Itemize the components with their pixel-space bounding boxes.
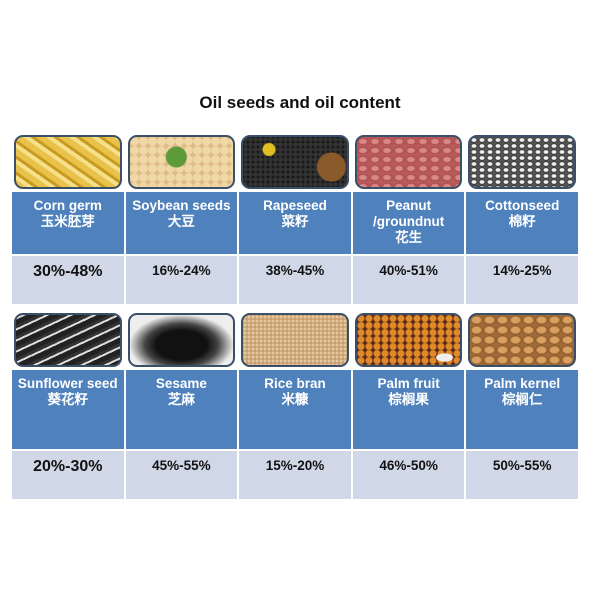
sunflower-seed-photo	[14, 313, 122, 367]
seed-column: Peanut /groundnut 花生 40%-51%	[352, 135, 465, 304]
seed-name-cell: Palm fruit 棕榈果	[352, 370, 465, 449]
seed-column: Palm kernel 棕榈仁 50%-55%	[466, 313, 578, 499]
seed-name-zh: 玉米胚芽	[40, 214, 95, 229]
seed-name-cell: Rapeseed 菜籽	[239, 192, 351, 254]
cottonseed-photo	[468, 135, 576, 189]
seed-column: Rice bran 米糠 15%-20%	[239, 313, 351, 499]
page-title: Oil seeds and oil content	[199, 93, 401, 112]
oil-content-cell: 15%-20%	[239, 451, 351, 499]
oil-content-cell: 30%-48%	[12, 256, 124, 304]
seed-grid-row-2: Sunflower seed 葵花籽 20%-30% Sesame 芝麻 45%…	[12, 313, 578, 499]
seed-name-cell: Sesame 芝麻	[125, 370, 238, 449]
seed-name-en: Palm fruit	[377, 376, 440, 391]
oil-content-cell: 45%-55%	[125, 451, 238, 499]
seed-name-en: Palm kernel	[484, 376, 561, 391]
oil-content-cell: 14%-25%	[466, 256, 578, 304]
seed-name-zh: 葵花籽	[47, 392, 89, 407]
seed-name-zh: 棉籽	[508, 214, 536, 229]
sesame-photo	[127, 313, 236, 367]
seed-column: Soybean seeds 大豆 16%-24%	[125, 135, 238, 304]
seed-name-cell: Cottonseed 棉籽	[466, 192, 578, 254]
seed-name-cell: Palm kernel 棕榈仁	[466, 370, 578, 449]
seed-grid-row-1: Corn germ 玉米胚芽 30%-48% Soybean seeds 大豆 …	[12, 135, 578, 304]
seed-column: Rapeseed 菜籽 38%-45%	[239, 135, 351, 304]
oil-content-cell: 50%-55%	[466, 451, 578, 499]
oil-content-cell: 46%-50%	[352, 451, 465, 499]
seed-name-cell: Peanut /groundnut 花生	[352, 192, 465, 254]
seed-column: Sunflower seed 葵花籽 20%-30%	[12, 313, 124, 499]
rice-bran-photo	[241, 313, 349, 367]
seed-name-cell: Soybean seeds 大豆	[125, 192, 238, 254]
seed-name-cell: Rice bran 米糠	[239, 370, 351, 449]
oil-content-cell: 16%-24%	[125, 256, 238, 304]
seed-name-zh: 芝麻	[167, 392, 195, 407]
corn-germ-photo	[14, 135, 122, 189]
seed-name-en: Sesame	[155, 376, 207, 391]
seed-name-en: Corn germ	[33, 198, 102, 213]
palm-kernel-photo	[468, 313, 576, 367]
seed-column: Corn germ 玉米胚芽 30%-48%	[12, 135, 124, 304]
seed-name-en: Sunflower seed	[17, 376, 118, 391]
seed-name-zh: 花生	[395, 230, 423, 245]
seed-name-zh: 棕榈仁	[501, 392, 543, 407]
seed-name-en: Cottonseed	[485, 198, 560, 213]
seed-column: Sesame 芝麻 45%-55%	[125, 313, 238, 499]
seed-name-cell: Corn germ 玉米胚芽	[12, 192, 124, 254]
soybean-photo	[127, 135, 236, 189]
seed-name-zh: 菜籽	[281, 214, 309, 229]
seed-name-zh: 米糠	[281, 392, 309, 407]
rapeseed-photo	[241, 135, 349, 189]
oil-content-cell: 38%-45%	[239, 256, 351, 304]
seed-name-en: Rapeseed	[263, 198, 327, 213]
seed-name-zh: 棕榈果	[388, 392, 429, 407]
seed-name-en: Soybean seeds	[132, 198, 231, 213]
seed-name-en: Rice bran	[264, 376, 326, 391]
oil-content-cell: 40%-51%	[352, 256, 465, 304]
seed-column: Cottonseed 棉籽 14%-25%	[466, 135, 578, 304]
seed-name-cell: Sunflower seed 葵花籽	[12, 370, 124, 449]
seed-column: Palm fruit 棕榈果 46%-50%	[352, 313, 465, 499]
peanut-photo	[354, 135, 463, 189]
seed-name-en: Peanut /groundnut	[372, 198, 445, 229]
palm-fruit-photo	[354, 313, 463, 367]
seed-name-zh: 大豆	[167, 214, 195, 229]
oil-content-cell: 20%-30%	[12, 451, 124, 499]
